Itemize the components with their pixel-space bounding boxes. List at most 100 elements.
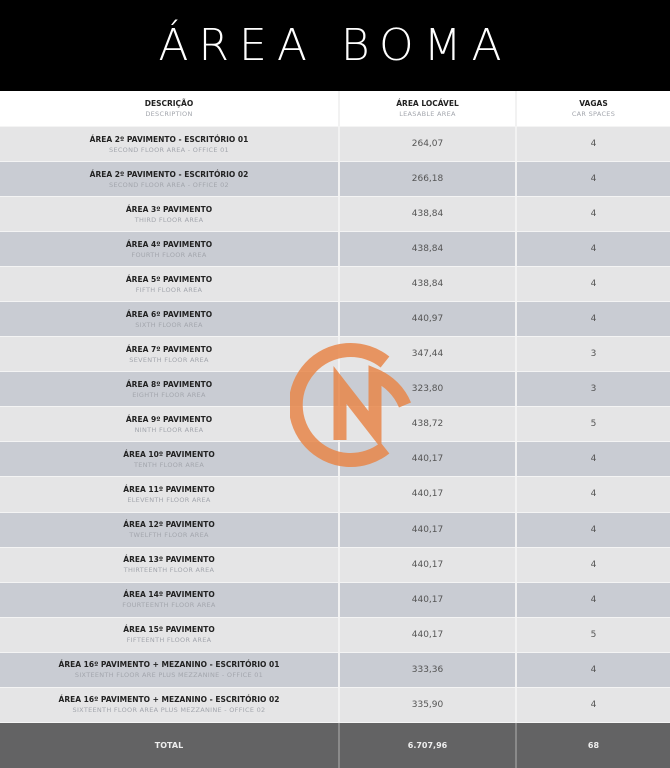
vagas-value: 4: [590, 279, 597, 290]
description-en: THIRD FLOOR AREA: [134, 215, 204, 224]
area-cell: 264,07: [340, 127, 517, 162]
vagas-cell: 4: [517, 442, 670, 476]
description-cell: ÁREA 7º PAVIMENTO SEVENTH FLOOR AREA: [0, 337, 340, 372]
area-cell: 440,17: [340, 617, 517, 652]
description-pt: ÁREA 14º PAVIMENTO: [123, 590, 215, 600]
area-value: 438,84: [411, 209, 444, 220]
header-pt: ÁREA LOCÁVEL: [396, 99, 459, 108]
vagas-value: 4: [590, 244, 597, 255]
vagas-value: 5: [590, 629, 597, 640]
vagas-value: 5: [590, 419, 597, 430]
header-description: DESCRIÇÃO DESCRIPTION: [0, 91, 340, 126]
area-cell: 347,44: [340, 337, 517, 372]
area-value: 440,17: [411, 454, 444, 465]
vagas-value: 4: [590, 524, 597, 535]
description-cell: ÁREA 6º PAVIMENTO SIXTH FLOOR AREA: [0, 302, 340, 337]
description-pt: ÁREA 16º PAVIMENTO + MEZANINO - ESCRITÓR…: [58, 660, 280, 670]
description-en: FIFTEENTH FLOOR AREA: [126, 636, 212, 645]
description-en: FIFTH FLOOR AREA: [135, 285, 203, 294]
description-cell: ÁREA 9º PAVIMENTO NINTH FLOOR AREA: [0, 407, 340, 442]
area-cell: 440,97: [340, 302, 517, 337]
description-pt: ÁREA 11º PAVIMENTO: [123, 484, 215, 494]
area-value: 440,17: [411, 594, 444, 605]
description-en: NINTH FLOOR AREA: [134, 425, 204, 434]
description-pt: ÁREA 3º PAVIMENTO: [125, 204, 213, 214]
area-value: 438,84: [411, 244, 444, 255]
vagas-cell: 3: [517, 372, 670, 406]
header-area: ÁREA LOCÁVEL LEASABLE AREA: [340, 91, 517, 126]
table-row: ÁREA 15º PAVIMENTO FIFTEENTH FLOOR AREA 4…: [0, 617, 670, 653]
description-pt: ÁREA 15º PAVIMENTO: [123, 625, 215, 635]
description-en: SIXTH FLOOR AREA: [135, 320, 203, 329]
description-cell: ÁREA 16º PAVIMENTO + MEZANINO - ESCRITÓR…: [0, 652, 340, 687]
area-value: 438,84: [411, 279, 444, 290]
description-cell: ÁREA 13º PAVIMENTO THIRTEENTH FLOOR AREA: [0, 547, 340, 582]
description-pt: ÁREA 13º PAVIMENTO: [123, 555, 215, 565]
description-pt: ÁREA 6º PAVIMENTO: [125, 309, 213, 319]
header-vagas: VAGAS CAR SPACES: [517, 91, 670, 126]
vagas-cell: 5: [517, 407, 670, 441]
description-cell: ÁREA 12º PAVIMENTO TWELFTH FLOOR AREA: [0, 512, 340, 547]
description-cell: ÁREA 4º PAVIMENTO FOURTH FLOOR AREA: [0, 232, 340, 267]
vagas-value: 4: [590, 559, 597, 570]
area-cell: 335,90: [340, 687, 517, 722]
total-area-cell: 6.707,96: [340, 722, 517, 768]
area-cell: 438,84: [340, 197, 517, 232]
total-label-cell: TOTAL: [0, 722, 340, 768]
table-row: ÁREA 6º PAVIMENTO SIXTH FLOOR AREA 440,97…: [0, 302, 670, 338]
table-row: ÁREA 16º PAVIMENTO + MEZANINO - ESCRITÓR…: [0, 687, 670, 723]
area-value: 440,17: [411, 524, 444, 535]
vagas-value: 4: [590, 314, 597, 325]
description-cell: ÁREA 10º PAVIMENTO TENTH FLOOR AREA: [0, 442, 340, 477]
area-value: 440,17: [411, 489, 444, 500]
description-en: ELEVENTH FLOOR AREA: [127, 495, 211, 504]
table-row: ÁREA 14º PAVIMENTO FOURTEENTH FLOOR AREA …: [0, 582, 670, 618]
vagas-cell: 4: [517, 583, 670, 617]
description-pt: ÁREA 5º PAVIMENTO: [125, 274, 213, 284]
vagas-value: 4: [590, 139, 597, 150]
header-pt: VAGAS: [579, 99, 608, 108]
vagas-value: 4: [590, 489, 597, 500]
area-cell: 333,36: [340, 652, 517, 687]
description-cell: ÁREA 11º PAVIMENTO ELEVENTH FLOOR AREA: [0, 477, 340, 512]
description-en: THIRTEENTH FLOOR AREA: [123, 566, 215, 575]
total-label: TOTAL: [154, 740, 184, 750]
table-row: ÁREA 10º PAVIMENTO TENTH FLOOR AREA 440,1…: [0, 442, 670, 478]
header-en: CAR SPACES: [571, 110, 616, 118]
total-row: TOTAL 6.707,96 68: [0, 722, 670, 768]
table-row: ÁREA 3º PAVIMENTO THIRD FLOOR AREA 438,84…: [0, 197, 670, 233]
area-value: 440,17: [411, 559, 444, 570]
area-cell: 266,18: [340, 162, 517, 197]
description-pt: ÁREA 12º PAVIMENTO: [123, 520, 215, 530]
vagas-cell: 4: [517, 548, 670, 582]
vagas-value: 4: [590, 664, 597, 675]
area-value: 438,72: [411, 419, 444, 430]
description-en: SIXTEENTH FLOOR AREA PLUS MEZZANINE - OF…: [72, 706, 266, 715]
vagas-cell: 4: [517, 513, 670, 547]
area-value: 266,18: [411, 174, 444, 185]
area-value: 333,36: [411, 664, 444, 675]
vagas-value: 3: [590, 384, 597, 395]
vagas-cell: 4: [517, 688, 670, 722]
header-pt: DESCRIÇÃO: [144, 99, 194, 108]
description-pt: ÁREA 9º PAVIMENTO: [125, 414, 213, 424]
description-en: SECOND FLOOR AREA - OFFICE 01: [109, 145, 229, 154]
description-cell: ÁREA 8º PAVIMENTO EIGHTH FLOOR AREA: [0, 372, 340, 407]
header-en: LEASABLE AREA: [399, 110, 456, 118]
description-en: TWELFTH FLOOR AREA: [129, 531, 209, 540]
area-value: 323,80: [411, 384, 444, 395]
vagas-cell: 4: [517, 197, 670, 231]
description-cell: ÁREA 16º PAVIMENTO + MEZANINO - ESCRITÓR…: [0, 687, 340, 722]
table-row: ÁREA 8º PAVIMENTO EIGHTH FLOOR AREA 323,8…: [0, 372, 670, 408]
description-pt: ÁREA 16º PAVIMENTO + MEZANINO - ESCRITÓR…: [58, 695, 280, 705]
vagas-cell: 4: [517, 653, 670, 687]
boma-table: DESCRIÇÃO DESCRIPTION ÁREA LOCÁVEL LEASABL…: [0, 91, 670, 768]
description-cell: ÁREA 5º PAVIMENTO FIFTH FLOOR AREA: [0, 267, 340, 302]
table-row: ÁREA 9º PAVIMENTO NINTH FLOOR AREA 438,72…: [0, 407, 670, 443]
description-cell: ÁREA 2º PAVIMENTO - ESCRITÓRIO 02 SECOND …: [0, 162, 340, 197]
description-cell: ÁREA 14º PAVIMENTO FOURTEENTH FLOOR AREA: [0, 582, 340, 617]
total-area: 6.707,96: [407, 740, 448, 750]
vagas-cell: 4: [517, 267, 670, 301]
table-row: ÁREA 7º PAVIMENTO SEVENTH FLOOR AREA 347,…: [0, 337, 670, 373]
vagas-value: 4: [590, 699, 597, 710]
